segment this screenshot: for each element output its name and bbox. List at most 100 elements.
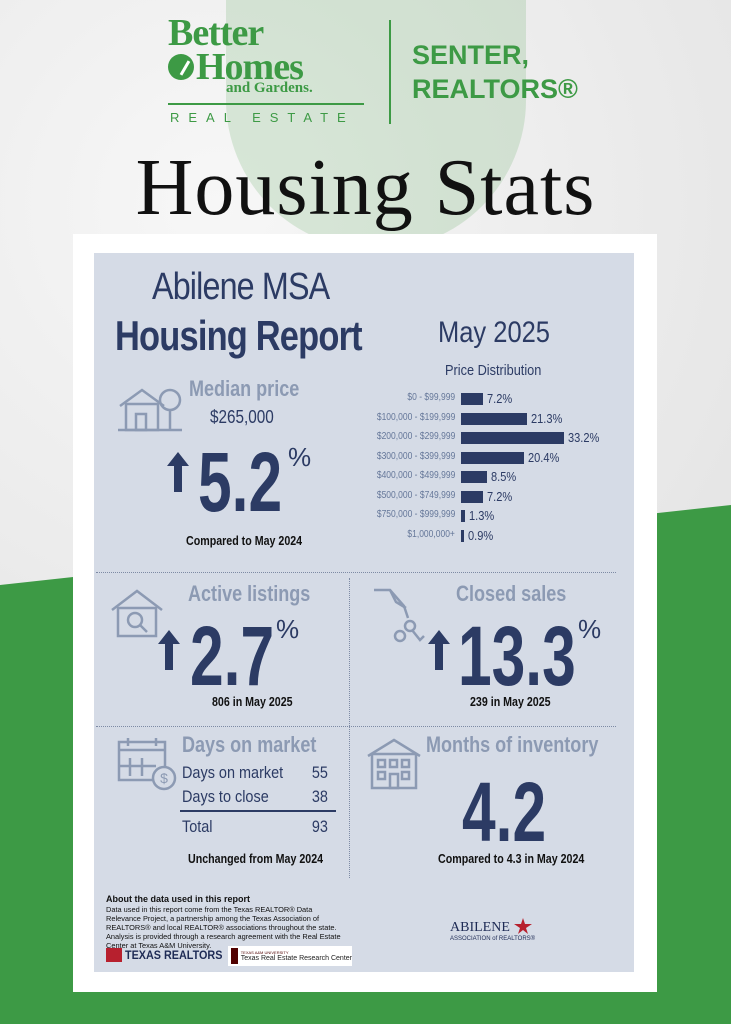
- inventory-value: 4.2: [462, 765, 547, 859]
- median-change: 5.2: [198, 435, 283, 529]
- active-pct-sign: %: [276, 614, 300, 644]
- partner-logo: SENTER, REALTORS®: [412, 38, 578, 106]
- texas-realtors-mark-icon: [106, 948, 122, 962]
- abilene-line1: ABILENE: [450, 920, 510, 935]
- median-title: Median price: [189, 376, 300, 401]
- price-range-bar: [461, 393, 484, 405]
- closed-up-arrow-icon: [428, 630, 450, 670]
- house-tree-icon: [118, 388, 182, 432]
- divider-vertical: [349, 578, 350, 878]
- active-caption: 806 in May 2025: [212, 694, 293, 709]
- inventory-caption: Compared to 4.3 in May 2024: [438, 851, 585, 866]
- report-panel: [94, 253, 634, 972]
- price-range-value: 7.2%: [487, 391, 513, 406]
- partner-line2: REALTORS®: [412, 74, 578, 104]
- closed-title: Closed sales: [456, 581, 567, 606]
- texas-realtors-logo: TEXAS REALTORS: [106, 948, 233, 962]
- active-title: Active listings: [188, 581, 311, 606]
- background-leaf-circle: [226, 0, 526, 250]
- median-caption: Compared to May 2024: [186, 533, 303, 548]
- partner-line1: SENTER,: [412, 40, 530, 70]
- dom-total-label: Total: [182, 817, 213, 836]
- inventory-title: Months of inventory: [426, 732, 599, 757]
- svg-text:$: $: [160, 770, 168, 786]
- logo-divider: [389, 20, 391, 124]
- price-range-value: 1.3%: [469, 508, 495, 523]
- dom-row1-value: 55: [311, 763, 328, 782]
- house-search-icon: [111, 589, 163, 638]
- price-range-bar: [461, 529, 464, 542]
- logo-better: Better: [168, 12, 264, 54]
- price-distribution-row: $500,000 - $749,999 7.2%: [300, 489, 620, 505]
- price-range-label: $200,000 - $299,999: [376, 431, 455, 442]
- tamu-logo: TEXAS A&M UNIVERSITY Texas Real Estate R…: [228, 946, 352, 966]
- price-distribution-row: $300,000 - $399,999 20.4%: [300, 450, 620, 466]
- texas-realtors-text: TEXAS REALTORS: [125, 948, 223, 962]
- about-body: Data used in this report come from the T…: [106, 905, 341, 950]
- tamu-center: Texas Real Estate Research Center: [240, 955, 352, 962]
- abilene-association-logo: ABILENE ASSOCIATION of REALTORS®: [450, 920, 535, 942]
- dom-total-rule: [180, 810, 336, 812]
- price-distribution-row: $200,000 - $299,999 33.2%: [300, 430, 620, 446]
- texas-star-icon: [514, 918, 532, 934]
- logo-rule: [168, 103, 364, 105]
- dom-row1-label: Days on market: [182, 763, 284, 782]
- logo-real-estate: REAL ESTATE: [170, 110, 355, 125]
- median-up-arrow-icon: [167, 452, 189, 492]
- price-range-value: 7.2%: [487, 488, 513, 504]
- report-heading: Housing Report: [115, 312, 363, 359]
- tamu-mark-icon: [231, 948, 238, 964]
- price-range-bar: [461, 490, 484, 503]
- dom-row2-value: 38: [311, 787, 328, 806]
- price-range-label: $1,000,000+: [407, 528, 455, 540]
- price-range-label: $300,000 - $399,999: [376, 450, 455, 462]
- dom-total-value: 93: [311, 817, 328, 836]
- abilene-line2: ASSOCIATION of REALTORS®: [450, 936, 536, 942]
- building-icon: [367, 738, 421, 790]
- price-range-bar: [461, 451, 525, 464]
- divider-1: [96, 572, 616, 573]
- price-distribution-row: $0 - $99,999 7.2%: [300, 391, 620, 407]
- median-price: $265,000: [210, 407, 274, 427]
- price-range-bar: [461, 510, 466, 522]
- price-range-label: $500,000 - $749,999: [376, 489, 455, 501]
- tamu-small: TEXAS A&M UNIVERSITY: [240, 950, 289, 955]
- price-range-bar: [461, 432, 564, 444]
- price-range-label: $0 - $99,999: [407, 392, 455, 403]
- price-range-bar: [461, 471, 488, 483]
- closed-pct-sign: %: [578, 614, 602, 644]
- price-range-label: $100,000 - $199,999: [376, 411, 455, 423]
- closed-change: 13.3: [458, 609, 576, 703]
- price-distribution-row: $400,000 - $499,999 8.5%: [300, 469, 620, 485]
- price-range-value: 20.4%: [528, 449, 560, 465]
- page-title: Housing Stats: [135, 144, 596, 232]
- price-range-bar: [461, 412, 528, 425]
- price-distribution-title: Price Distribution: [445, 362, 542, 379]
- logo-leaf-icon: [168, 54, 194, 80]
- logo-gardens: and Gardens.: [226, 80, 313, 96]
- price-range-label: $400,000 - $499,999: [376, 470, 455, 481]
- price-distribution-row: $750,000 - $999,999 1.3%: [300, 508, 620, 524]
- dom-caption: Unchanged from May 2024: [188, 851, 324, 866]
- active-change: 2.7: [190, 609, 275, 703]
- price-range-value: 0.9%: [467, 527, 493, 543]
- hand-keys-icon: [374, 588, 425, 643]
- calendar-dollar-icon: $: [117, 738, 177, 791]
- report-month: May 2025: [438, 316, 550, 349]
- bhgre-logo: Better Homes and Gardens. REAL ESTATE: [168, 12, 368, 125]
- median-pct-sign: %: [288, 442, 312, 472]
- logo-homes: Homes: [196, 46, 304, 88]
- price-range-label: $750,000 - $999,999: [376, 509, 455, 520]
- price-distribution-row: $100,000 - $199,999 21.3%: [300, 411, 620, 427]
- about-title: About the data used in this report: [106, 894, 251, 904]
- price-range-value: 21.3%: [531, 410, 563, 426]
- price-range-value: 33.2%: [568, 430, 600, 445]
- divider-2: [96, 726, 616, 727]
- active-up-arrow-icon: [158, 630, 180, 670]
- closed-caption: 239 in May 2025: [470, 694, 551, 709]
- price-range-value: 8.5%: [491, 469, 517, 484]
- dom-row2-label: Days to close: [182, 787, 269, 806]
- dom-title: Days on market: [182, 732, 317, 757]
- report-region: Abilene MSA: [152, 266, 330, 308]
- price-distribution-row: $1,000,000+ 0.9%: [300, 528, 620, 544]
